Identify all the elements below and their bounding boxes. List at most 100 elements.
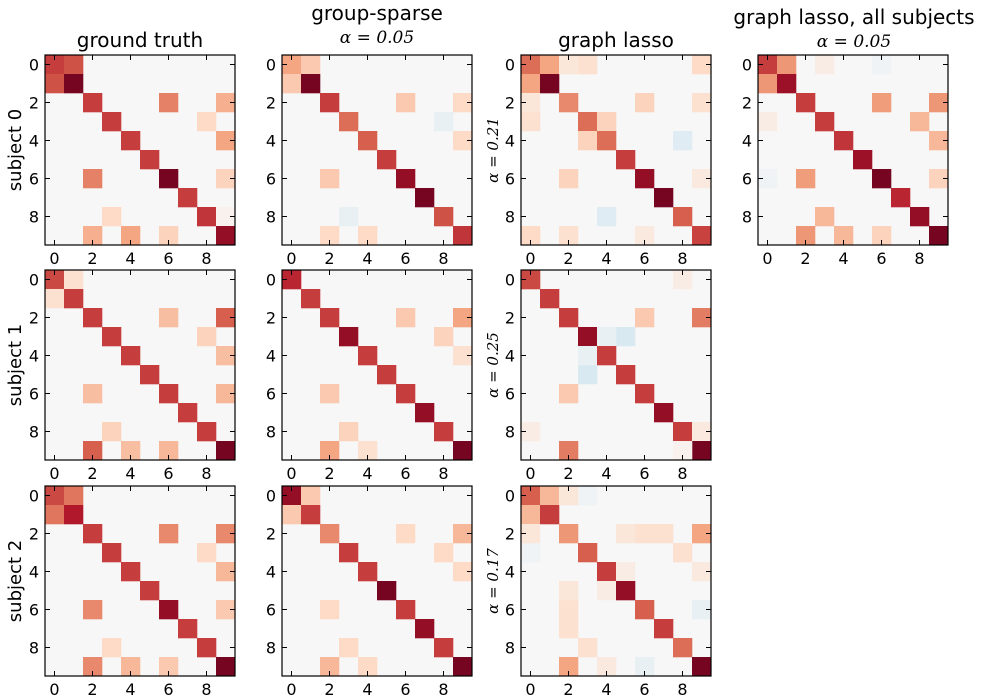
x-tick-label: 8	[201, 249, 211, 268]
heatmap-cell	[616, 365, 636, 385]
x-tick-label: 8	[677, 464, 687, 483]
x-tick-label: 8	[438, 680, 448, 699]
heatmap-cell	[121, 226, 141, 246]
heatmap-cell	[159, 441, 179, 461]
heatmap-cell	[197, 207, 217, 227]
heatmap-cell	[83, 524, 103, 544]
heatmap-cell	[216, 93, 236, 113]
heatmap-cell	[559, 441, 579, 461]
heatmap-cell	[140, 150, 160, 170]
heatmap-cell	[216, 346, 236, 366]
heatmap-cell	[453, 93, 473, 113]
heatmap-cell	[102, 327, 122, 347]
heatmap-cell	[559, 384, 579, 404]
heatmap-cell	[320, 93, 340, 113]
col-title-ground-truth: ground truth	[77, 28, 203, 52]
x-tick-label: 8	[438, 249, 448, 268]
heatmap-cell	[396, 384, 416, 404]
x-tick-label: 8	[201, 464, 211, 483]
x-tick-label: 2	[324, 249, 334, 268]
heatmap-cell	[216, 562, 236, 582]
heatmap-cell	[339, 422, 359, 442]
x-tick-label: 6	[163, 249, 173, 268]
heatmap-cell	[453, 346, 473, 366]
heatmap-cell	[597, 327, 617, 347]
heatmap-cell	[692, 524, 712, 544]
x-tick-label: 0	[49, 249, 59, 268]
heatmap-cell	[396, 308, 416, 328]
x-tick-label: 4	[601, 249, 611, 268]
heatmap-cell	[320, 384, 340, 404]
heatmap-cell	[339, 543, 359, 563]
x-tick-label: 4	[125, 680, 135, 699]
heatmap-cell	[616, 327, 636, 347]
row-label-subject-2: subject 2	[5, 540, 26, 622]
x-tick-label: 8	[201, 680, 211, 699]
y-tick-label: 2	[266, 94, 276, 113]
heatmap-cell	[216, 131, 236, 151]
heatmap-cell	[673, 422, 693, 442]
heatmap-cell	[673, 441, 693, 461]
heatmap-cell	[301, 289, 321, 309]
heatmap-cell	[692, 93, 712, 113]
heatmap-cell	[796, 93, 816, 113]
heatmap-cell	[815, 55, 835, 75]
x-tick-label: 8	[914, 249, 924, 268]
x-tick-label: 2	[800, 249, 810, 268]
heatmap-cell	[178, 619, 198, 639]
x-tick-label: 0	[49, 464, 59, 483]
y-tick-label: 8	[505, 423, 515, 442]
heatmap-cell	[434, 543, 454, 563]
heatmap-cell	[616, 524, 636, 544]
x-tick-label: 4	[601, 680, 611, 699]
heatmap-cell	[692, 308, 712, 328]
x-tick-label: 4	[125, 249, 135, 268]
heatmap-panel: 0 0 2 2 4 4 6 6 8 8	[505, 485, 712, 699]
y-tick-label: 6	[505, 170, 515, 189]
heatmap-cell	[121, 657, 141, 677]
heatmap-cell	[339, 327, 359, 347]
heatmap-cell	[758, 74, 778, 94]
heatmap-panel: 0 0 2 2 4 4 6 6 8 8	[29, 485, 236, 699]
heatmap-cell	[396, 169, 416, 189]
x-tick-label: 2	[563, 680, 573, 699]
heatmap-cell	[377, 581, 397, 601]
heatmap-cell	[540, 505, 560, 525]
heatmap-cell	[578, 131, 598, 151]
heatmap-cell	[178, 403, 198, 423]
heatmap-cell	[216, 384, 236, 404]
x-tick-label: 4	[362, 249, 372, 268]
heatmap-cell	[635, 93, 655, 113]
heatmap-cell	[635, 657, 655, 677]
heatmap-cell	[434, 638, 454, 658]
heatmap-cell	[159, 93, 179, 113]
heatmap-cell	[159, 524, 179, 544]
x-tick-label: 0	[525, 680, 535, 699]
heatmap-cell	[301, 55, 321, 75]
x-tick-label: 8	[677, 680, 687, 699]
heatmap-cell	[929, 93, 949, 113]
heatmap-cell	[692, 169, 712, 189]
heatmap-cell	[453, 524, 473, 544]
x-tick-label: 0	[286, 464, 296, 483]
heatmap-cell	[758, 55, 778, 75]
y-tick-label: 2	[742, 94, 752, 113]
heatmap-cell	[654, 619, 674, 639]
heatmap-cell	[320, 600, 340, 620]
y-tick-label: 0	[29, 487, 39, 506]
heatmap-cell	[578, 543, 598, 563]
y-tick-label: 6	[29, 385, 39, 404]
heatmap-cell	[64, 289, 84, 309]
heatmap-cell	[301, 74, 321, 94]
heatmap-cell	[796, 226, 816, 246]
heatmap-cell	[339, 112, 359, 132]
x-tick-label: 6	[400, 464, 410, 483]
heatmap-panels: 0022446688002244668800224466880022446688…	[29, 54, 949, 699]
heatmap-cell	[216, 441, 236, 461]
x-tick-label: 6	[639, 249, 649, 268]
col-title-graph-lasso-all: graph lasso, all subjects	[733, 5, 974, 29]
heatmap-cell	[559, 524, 579, 544]
heatmap-cell	[559, 486, 579, 506]
heatmap-cell	[692, 226, 712, 246]
heatmap-cell	[83, 384, 103, 404]
